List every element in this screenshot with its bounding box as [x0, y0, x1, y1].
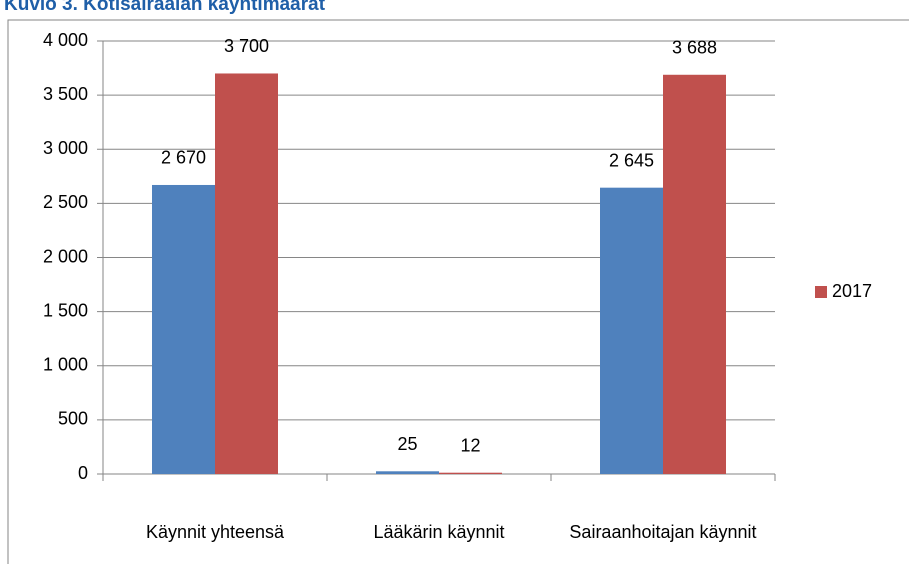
- y-tick-label: 0: [78, 463, 88, 483]
- bar: [152, 184, 215, 474]
- data-label: 25: [397, 434, 417, 454]
- data-label: 2 645: [609, 150, 654, 170]
- x-tick-label: Lääkärin käynnit: [373, 522, 505, 542]
- y-tick-label: 500: [58, 409, 88, 429]
- chart-title: Kuvio 3. Kotisairaalan käyntimäärät: [4, 0, 326, 15]
- bar: [376, 471, 439, 474]
- y-tick-label: 2 500: [43, 192, 88, 212]
- y-tick-label: 3 000: [43, 138, 88, 158]
- data-label: 12: [460, 435, 480, 455]
- legend-swatch: [815, 286, 827, 298]
- y-tick-label: 1 000: [43, 355, 88, 375]
- data-label: 3 688: [672, 38, 717, 58]
- bar: [439, 472, 502, 474]
- bar: [663, 74, 726, 475]
- chart-frame: [7, 19, 909, 564]
- bar: [600, 187, 663, 474]
- data-label: 3 700: [224, 36, 269, 56]
- x-tick-label: Sairaanhoitajan käynnit: [569, 522, 757, 542]
- data-label: 2 670: [161, 148, 206, 168]
- bar: [215, 73, 278, 474]
- y-tick-label: 1 500: [43, 300, 88, 320]
- y-tick-label: 4 000: [43, 30, 88, 50]
- y-tick-label: 2 000: [43, 246, 88, 266]
- legend-label: 2017: [832, 281, 872, 301]
- y-tick-label: 3 500: [43, 84, 88, 104]
- x-tick-label: Käynnit yhteensä: [145, 522, 285, 542]
